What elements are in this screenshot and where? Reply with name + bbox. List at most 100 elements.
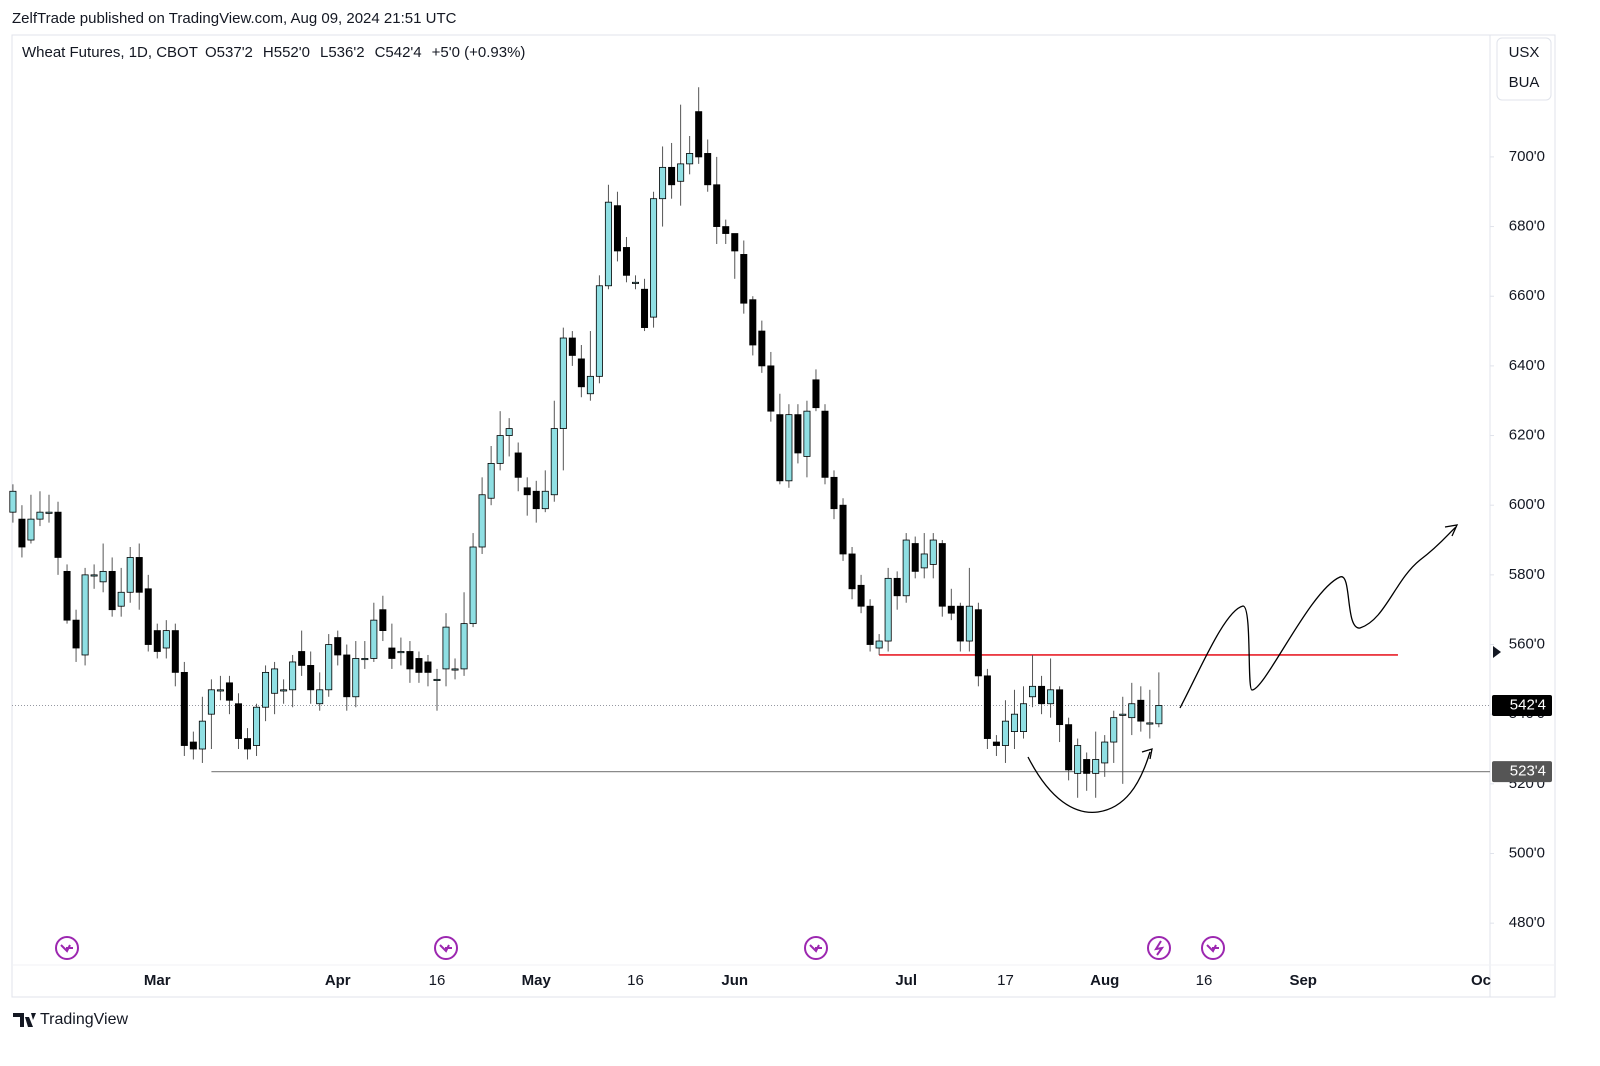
x-tick-label: Oc (1471, 972, 1491, 989)
candle-body (135, 557, 143, 593)
candle-body (307, 665, 315, 691)
ohlc-value: L536'2 (320, 44, 365, 61)
candle-body (81, 574, 89, 656)
candle-body (974, 609, 982, 677)
candle-body (460, 623, 468, 670)
annotation-curve (1027, 751, 1151, 814)
candle-body (45, 511, 53, 514)
plot (9, 87, 1490, 798)
candle-body (478, 494, 486, 548)
candle-body (216, 689, 224, 692)
candle-body (90, 574, 98, 577)
candle-body (1065, 724, 1073, 771)
annotation-arrowhead (1444, 524, 1459, 537)
candle-body (875, 640, 883, 649)
event-glyph (1206, 944, 1219, 953)
candle-body (198, 720, 206, 750)
candle-body (1038, 685, 1046, 705)
candle-body (18, 518, 26, 548)
candle-body (677, 163, 685, 182)
candle-body (523, 487, 531, 496)
candle-body (1092, 759, 1100, 774)
candle-body (911, 543, 919, 572)
candle-body (731, 233, 739, 252)
candle-body (207, 689, 215, 715)
y-tick-label: 680'0 (1509, 218, 1545, 235)
publish-info: ZelfTrade published on TradingView.com, … (12, 10, 457, 27)
candle-body (947, 605, 955, 614)
candle-body (406, 651, 414, 670)
y-tick-label: 600'0 (1509, 496, 1545, 513)
candle-body (144, 588, 152, 645)
candle-body (902, 539, 910, 597)
candle-body (785, 414, 793, 482)
candle-body (803, 410, 811, 457)
candle-body (153, 630, 161, 652)
event-glyph (439, 944, 452, 953)
candle-body (370, 619, 378, 659)
candle-body (487, 463, 495, 499)
x-tick-label: Apr (325, 972, 351, 989)
candle-body (234, 703, 242, 739)
ohlc-value: C542'4 (375, 44, 422, 61)
candle-body (1029, 685, 1037, 698)
candle-body (117, 591, 125, 607)
unit-label[interactable]: USX (1509, 44, 1540, 61)
candle-body (72, 619, 80, 649)
candle-body (189, 741, 197, 750)
candle-body (920, 553, 928, 569)
candle-body (262, 671, 270, 708)
candle-body (767, 365, 775, 412)
x-tick-label: Aug (1090, 972, 1119, 989)
candle-body (469, 546, 477, 625)
candle-body (776, 414, 784, 482)
candle-body (641, 288, 649, 328)
event-glyph (1153, 940, 1165, 956)
candle-body (442, 626, 450, 670)
candle-body (63, 570, 71, 621)
candle-body (749, 299, 757, 346)
candle-body (713, 184, 721, 227)
x-tick-label: Jul (895, 972, 917, 989)
candle-body (1146, 722, 1154, 725)
candle-body (857, 584, 865, 607)
candle-body (613, 205, 621, 252)
candle-body (577, 358, 585, 388)
logo-mark (13, 1013, 36, 1027)
candle-body (740, 254, 748, 304)
candle-body (415, 658, 423, 673)
candle-body (397, 651, 405, 654)
candle-body (271, 668, 279, 694)
candle-body (695, 111, 703, 158)
event-icons (55, 936, 1225, 960)
candle-body (505, 428, 513, 436)
candle-body (686, 153, 694, 165)
candle-body (108, 570, 116, 611)
candle-body (225, 682, 233, 701)
ohlc-legend: O537'2 H552'0 L536'2 C542'4 +5'0 (+0.93%) (205, 44, 525, 61)
candle-body (992, 741, 1000, 746)
annotation-path (1179, 526, 1457, 709)
candle-body (99, 570, 107, 583)
candle-body (316, 689, 324, 705)
unit-label[interactable]: BUA (1509, 74, 1540, 91)
y-tick-label: 700'0 (1509, 148, 1545, 165)
chart-frame (11, 34, 1556, 998)
unit-box[interactable] (1496, 37, 1552, 101)
candle-body (379, 609, 387, 631)
candle-body (1074, 745, 1082, 774)
candle-body (180, 671, 188, 746)
candle-body (424, 661, 432, 673)
axis-marker (1493, 646, 1501, 658)
candle-body (1137, 699, 1145, 722)
candle-body (965, 605, 973, 642)
candle-body (27, 518, 35, 541)
ohlc-value: H552'0 (263, 44, 310, 61)
candle-body (848, 553, 856, 590)
candle-body (451, 668, 459, 671)
ohlc-value: O537'2 (205, 44, 253, 61)
candle-body (352, 658, 360, 698)
candle-body (839, 504, 847, 555)
candle-body (659, 166, 667, 200)
y-tick-label: 560'0 (1509, 635, 1545, 652)
